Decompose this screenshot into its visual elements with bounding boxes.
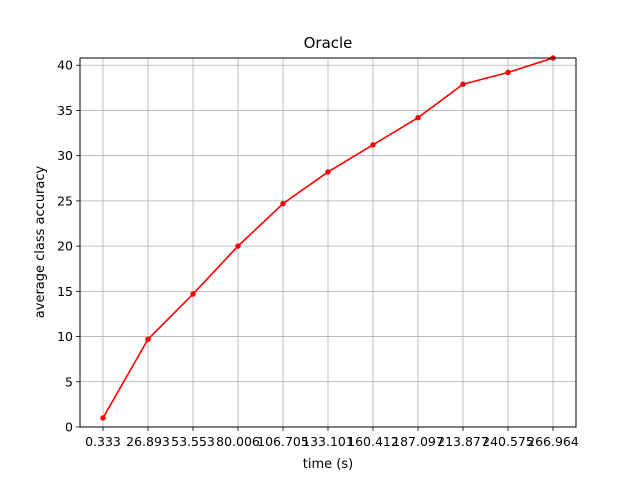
y-tick-label: 5 [65,374,73,389]
chart-title: Oracle [304,34,353,52]
y-tick-label: 0 [65,420,73,435]
y-tick-label: 35 [57,103,73,118]
x-tick-label: 187.097 [392,434,444,449]
data-point [235,243,241,249]
x-tick-label: 133.101 [302,434,354,449]
data-point [505,69,511,76]
y-tick-label: 40 [57,58,73,73]
grid [80,58,576,428]
y-tick-label: 20 [57,239,73,254]
y-axis: 0 5 10 15 20 25 30 35 40 [57,58,80,435]
x-tick-label: 160.412 [347,434,399,449]
data-point [145,336,151,342]
x-tick-label: 266.964 [527,434,579,449]
x-tick-label: 240.575 [482,434,534,449]
y-axis-label: average class accuracy [33,165,48,318]
x-tick-label: 106.705 [257,434,309,449]
data-point [280,200,286,207]
x-tick-label: 213.877 [437,434,489,449]
x-axis-label: time (s) [303,457,353,472]
data-point [325,169,331,175]
data-point [190,291,196,297]
y-tick-label: 10 [57,329,73,344]
data-point [370,142,376,148]
data-point [415,114,421,121]
x-tick-label: 53.553 [171,434,215,449]
y-tick-label: 15 [57,284,73,299]
x-tick-label: 0.333 [85,434,121,449]
x-axis: 0.333 26.893 53.553 80.006106.705133.101160… [85,427,579,449]
data-point [460,81,466,87]
y-tick-label: 25 [57,193,73,208]
y-tick-label: 30 [57,148,73,163]
x-tick-label: 26.893 [126,434,170,449]
data-point [100,415,106,421]
x-tick-label: 80.006 [216,434,260,449]
